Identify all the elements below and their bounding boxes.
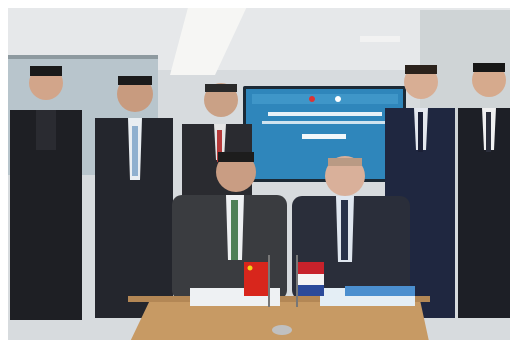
ceiling-light-panel xyxy=(170,0,250,75)
person-standing-5 xyxy=(458,63,516,318)
ceiling-fixture xyxy=(360,36,400,42)
flag-stand-base xyxy=(272,325,292,335)
person-standing-2 xyxy=(95,76,173,318)
screen-subtitle-line xyxy=(262,121,388,124)
person-standing-1 xyxy=(10,66,82,320)
signing-table xyxy=(128,300,430,346)
window-frame xyxy=(8,55,158,59)
china-flag xyxy=(244,255,270,307)
screen-title-line xyxy=(268,112,382,116)
netherlands-flag xyxy=(296,255,324,307)
presentation-screen xyxy=(243,86,406,182)
screen-ceremony-text xyxy=(302,134,346,139)
